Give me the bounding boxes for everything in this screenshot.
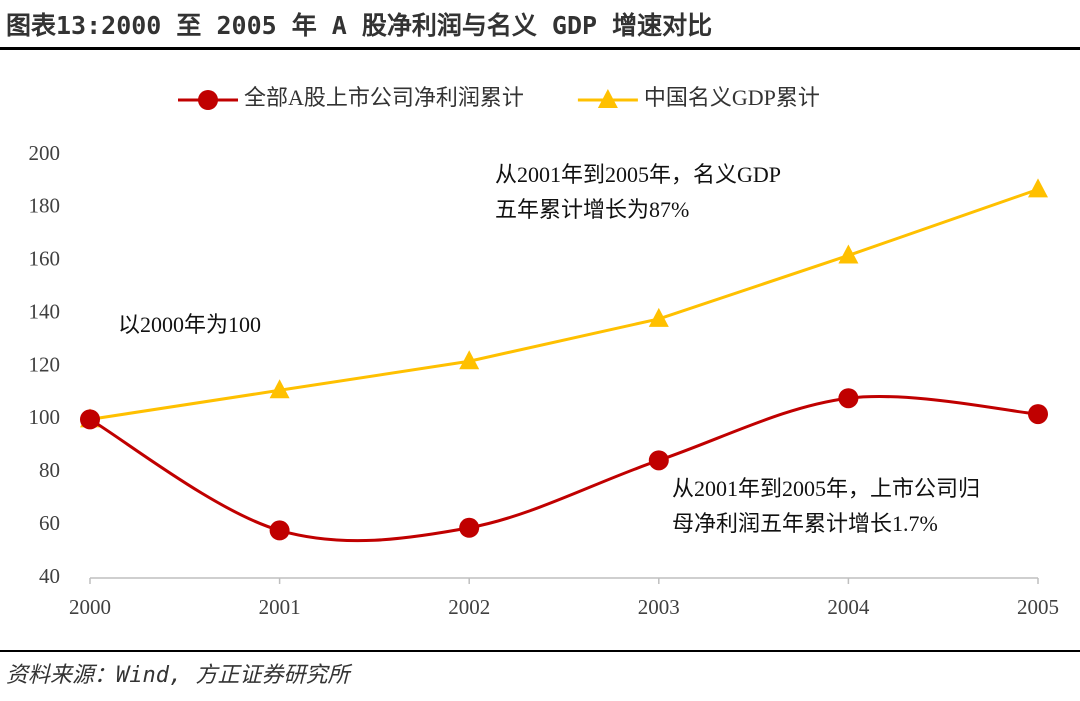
chart-title: 图表13:2000 至 2005 年 A 股净利润与名义 GDP 增速对比	[6, 11, 712, 40]
legend-label: 全部A股上市公司净利润累计	[244, 85, 524, 110]
legend-marker	[597, 89, 618, 108]
data-point	[459, 350, 480, 370]
title-rule	[0, 47, 1080, 50]
x-tick-label: 2002	[448, 595, 490, 619]
annotation: 以2000年为100	[118, 312, 261, 337]
y-tick-label: 120	[29, 352, 61, 376]
data-point	[838, 388, 859, 409]
footer-rule	[0, 650, 1080, 652]
x-tick-label: 2001	[259, 595, 301, 619]
y-tick-label: 180	[29, 194, 61, 218]
source: 资料来源：Wind, 方正证券研究所	[6, 663, 352, 688]
data-point	[648, 450, 669, 471]
x-tick-label: 2004	[827, 595, 870, 619]
y-tick-label: 160	[29, 247, 61, 271]
data-point	[1028, 404, 1048, 425]
data-point	[269, 379, 290, 399]
annotation: 从2001年到2005年，上市公司归	[672, 476, 980, 501]
data-point	[269, 520, 290, 541]
data-point	[80, 409, 100, 430]
legend-marker	[198, 90, 218, 110]
series-line	[89, 187, 1039, 421]
data-point	[459, 517, 480, 538]
annotation: 从2001年到2005年，名义GDP	[495, 162, 781, 187]
x-tick-label: 2005	[1017, 595, 1059, 619]
data-point	[1028, 178, 1048, 198]
data-point	[648, 307, 669, 327]
data-point	[838, 244, 859, 264]
annotation: 母净利润五年累计增长1.7%	[672, 511, 938, 536]
y-tick-label: 100	[29, 405, 61, 429]
y-tick-label: 80	[39, 458, 60, 482]
series-line	[89, 395, 1039, 543]
y-tick-label: 200	[29, 141, 61, 165]
legend-label: 中国名义GDP累计	[644, 85, 820, 110]
annotation: 五年累计增长为87%	[495, 197, 689, 222]
y-tick-label: 60	[39, 511, 60, 535]
y-tick-label: 40	[39, 564, 60, 588]
x-tick-label: 2000	[69, 595, 111, 619]
x-tick-label: 2003	[638, 595, 680, 619]
y-tick-label: 140	[29, 299, 61, 323]
